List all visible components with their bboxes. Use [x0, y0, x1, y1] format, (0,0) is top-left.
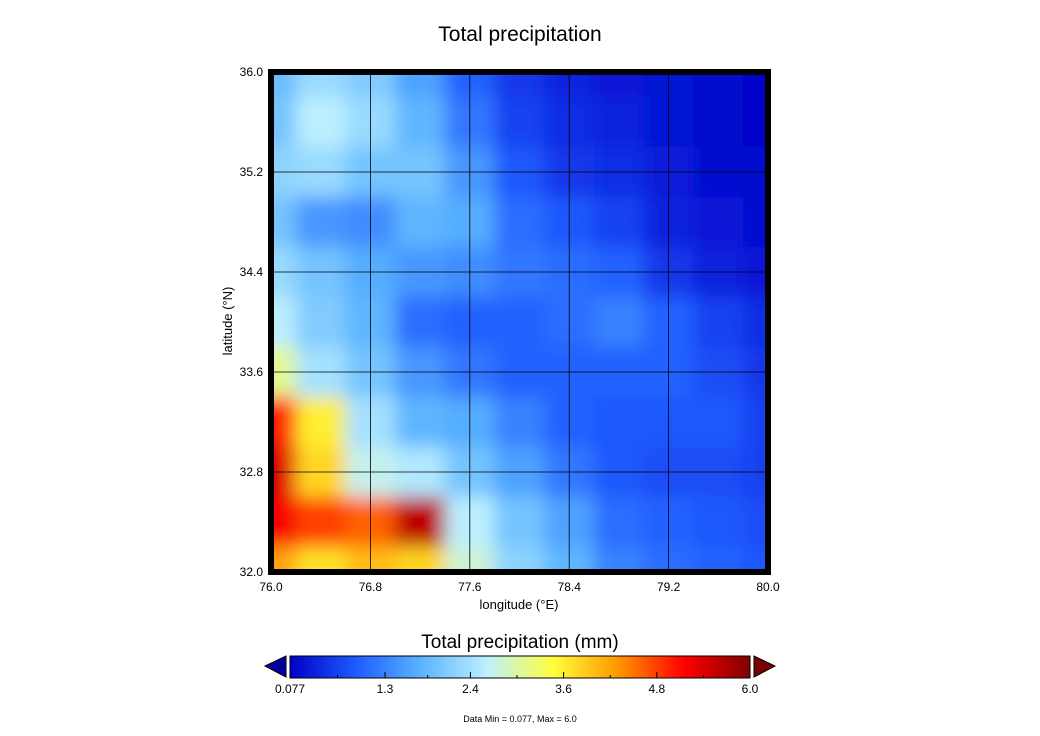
- heatmap-cell: [594, 297, 645, 348]
- heatmap-cell: [743, 547, 768, 572]
- heatmap-cell: [271, 297, 297, 348]
- colorbar-under-arrow: [263, 655, 287, 678]
- heatmap-cell: [395, 297, 446, 348]
- x-tick-label: 76.8: [359, 580, 383, 594]
- colorbar-tick-label: 2.4: [462, 682, 479, 696]
- heatmap-cell: [271, 97, 297, 148]
- heatmap-cell: [594, 397, 645, 448]
- heatmap-cell: [693, 547, 744, 572]
- colorbar-ticks: 0.077 1.3 2.4 3.6 4.8 6.0: [275, 672, 759, 696]
- heatmap-cell: [594, 72, 645, 98]
- heatmap-cell: [743, 197, 768, 248]
- heatmap-cell: [743, 497, 768, 548]
- heatmap-cell: [295, 97, 347, 148]
- heatmap-cell: [295, 547, 347, 572]
- gridlines: [271, 72, 768, 572]
- heatmap-cell: [494, 397, 545, 448]
- heatmap-field: [271, 72, 768, 572]
- colorbar-tick-label: 3.6: [555, 682, 572, 696]
- y-tick-label: 35.2: [240, 165, 264, 179]
- heatmap-cell: [295, 497, 347, 548]
- heatmap-cell: [693, 197, 744, 248]
- heatmap-cell: [271, 397, 297, 448]
- heatmap-cell: [395, 97, 446, 148]
- colorbar-title: Total precipitation (mm): [421, 632, 618, 653]
- heatmap-cell: [594, 97, 645, 148]
- x-axis-label: longitude (°E): [480, 597, 559, 612]
- heatmap-cell: [594, 547, 645, 572]
- heatmap-cell: [295, 72, 347, 98]
- y-axis-ticks: 32.0 32.8 33.6 34.4 35.2 36.0: [240, 65, 264, 579]
- x-tick-label: 78.4: [558, 580, 582, 594]
- y-tick-label: 32.0: [240, 565, 264, 579]
- y-tick-label: 36.0: [240, 65, 264, 79]
- heatmap-cell: [395, 197, 446, 248]
- colorbar-tick-label: 6.0: [742, 682, 759, 696]
- y-tick-label: 33.6: [240, 365, 264, 379]
- colorbar-tick-label: 4.8: [648, 682, 665, 696]
- heatmap-cell: [743, 72, 768, 98]
- plot-frame: [268, 69, 771, 575]
- heatmap-cell: [271, 497, 297, 548]
- heatmap-cell: [271, 547, 297, 572]
- x-tick-label: 77.6: [458, 580, 482, 594]
- colorbar-gradient: [289, 655, 751, 679]
- heatmap-cell: [743, 97, 768, 148]
- heatmap-cell: [494, 97, 545, 148]
- x-tick-label: 80.0: [756, 580, 780, 594]
- heatmap-cell: [693, 497, 744, 548]
- heatmap-cell: [395, 397, 446, 448]
- y-tick-label: 34.4: [240, 265, 264, 279]
- heatmap-cell: [295, 297, 347, 348]
- heatmap-cell: [271, 197, 297, 248]
- colorbar-tick-label: 0.077: [275, 682, 305, 696]
- y-axis-label: latitude (°N): [220, 287, 235, 356]
- colorbar-over-arrow: [753, 655, 777, 678]
- heatmap-cell: [693, 297, 744, 348]
- heatmap-cell: [743, 397, 768, 448]
- chart-title: Total precipitation: [438, 23, 601, 46]
- colorbar: 0.077 1.3 2.4 3.6 4.8 6.0: [263, 655, 777, 696]
- colorbar-tick-label: 1.3: [377, 682, 394, 696]
- heatmap-cell: [395, 72, 446, 98]
- heatmap-cell: [594, 497, 645, 548]
- y-tick-label: 32.8: [240, 465, 264, 479]
- heatmap-cell: [494, 547, 545, 572]
- heatmap-cell: [494, 72, 545, 98]
- data-range-note: Data Min = 0.077, Max = 6.0: [463, 714, 577, 724]
- heatmap-cell: [693, 97, 744, 148]
- heatmap-cell: [271, 72, 297, 98]
- heatmap-cell: [494, 197, 545, 248]
- heatmap-cell: [743, 297, 768, 348]
- heatmap-cell: [693, 72, 744, 98]
- x-tick-label: 76.0: [259, 580, 283, 594]
- heatmap-cell: [693, 397, 744, 448]
- heatmap-cell: [494, 297, 545, 348]
- heatmap-cell: [395, 547, 446, 572]
- x-axis-ticks: 76.0 76.8 77.6 78.4 79.2 80.0: [259, 580, 780, 594]
- x-tick-label: 79.2: [657, 580, 681, 594]
- heatmap-cell: [295, 397, 347, 448]
- heatmap-cell: [494, 497, 545, 548]
- heatmap-cell: [594, 197, 645, 248]
- heatmap-cell: [395, 497, 446, 548]
- heatmap-cell: [295, 197, 347, 248]
